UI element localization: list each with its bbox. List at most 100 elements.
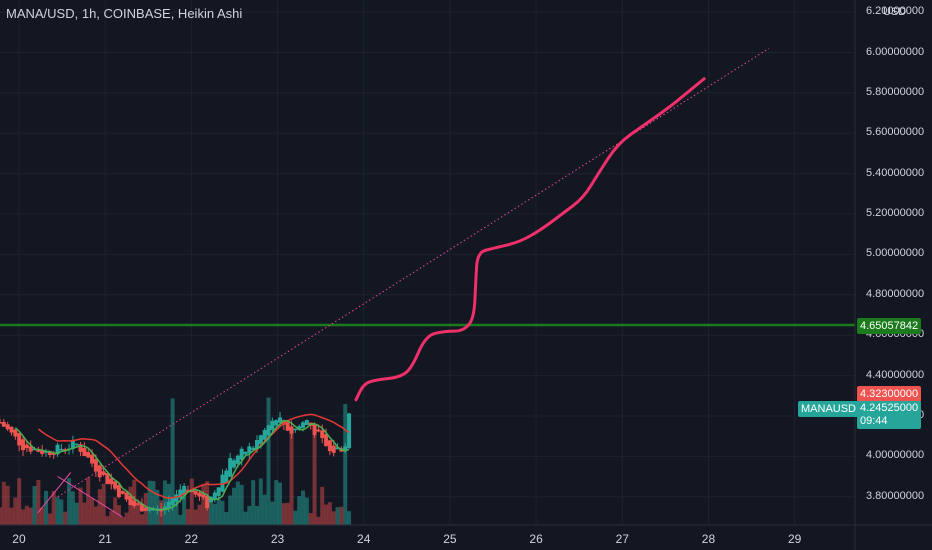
candle-body — [347, 413, 352, 449]
candle-body — [327, 440, 332, 452]
volume-bar — [93, 506, 98, 525]
volume-bar — [201, 483, 206, 525]
candle-body — [143, 507, 148, 512]
volume-bar — [0, 507, 2, 525]
candle-body — [174, 494, 179, 502]
chart-title: MANA/USD, 1h, COINBASE, Heikin Ashi — [6, 6, 243, 21]
volume-bar — [251, 480, 256, 525]
volume-bar — [343, 404, 348, 525]
candle-body — [251, 447, 256, 450]
volume-bar — [293, 510, 298, 525]
candle-body — [109, 478, 114, 485]
candle-body — [78, 444, 83, 452]
candle-body — [220, 474, 225, 492]
volume-bar — [147, 480, 152, 525]
x-tick-label: 22 — [184, 532, 199, 546]
candle-body — [120, 491, 125, 494]
candle-body — [266, 425, 271, 435]
x-tick-label: 25 — [443, 532, 457, 546]
candle-body — [40, 450, 45, 454]
volume-bar — [101, 483, 106, 525]
candle-body — [262, 430, 267, 440]
candle-body — [101, 471, 106, 475]
x-tick-label: 20 — [12, 532, 26, 546]
volume-bar — [304, 497, 309, 525]
candle-body — [59, 448, 64, 451]
volume-bar — [197, 504, 202, 525]
candle-body — [166, 501, 171, 509]
y-tick-label: 5.00000000 — [866, 247, 925, 260]
volume-bar — [120, 516, 125, 525]
candle-body — [304, 420, 309, 426]
x-tick-label: 28 — [701, 532, 716, 546]
volume-bar — [324, 504, 329, 525]
volume-bar — [97, 489, 102, 525]
candle-body — [105, 473, 110, 484]
volume-bar — [339, 506, 344, 525]
currency-label[interactable]: USD — [880, 5, 910, 19]
candle-body — [270, 420, 275, 431]
volume-bar — [5, 485, 10, 525]
candle-body — [278, 417, 283, 423]
candle-body — [151, 509, 156, 511]
candle-body — [197, 492, 202, 497]
volume-bar — [331, 511, 336, 525]
volume-bar — [216, 498, 221, 525]
volume-bar — [47, 513, 52, 525]
candle-body — [97, 465, 102, 478]
candle-body — [189, 490, 194, 493]
volume-bar — [320, 486, 325, 525]
candle-body — [132, 500, 137, 507]
volume-bar — [55, 497, 60, 525]
volume-bar — [24, 505, 29, 525]
volume-bar — [224, 511, 229, 525]
y-tick-label: 5.60000000 — [866, 126, 925, 139]
candle-body — [147, 509, 152, 511]
volume-bar — [258, 478, 263, 525]
volume-bar — [312, 430, 317, 525]
moving-average-line — [37, 413, 350, 499]
drawings[interactable] — [0, 48, 855, 518]
candle-body — [243, 451, 248, 455]
volume-bar — [90, 498, 95, 525]
candle-body — [170, 498, 175, 505]
candle-body — [74, 443, 79, 446]
candle-body — [124, 492, 129, 500]
volume-bar — [36, 479, 41, 525]
y-tick-label: 4.80000000 — [866, 287, 925, 300]
volume-bar — [255, 505, 260, 525]
candle-body — [235, 455, 240, 464]
volume-bar — [208, 497, 213, 525]
candle-body — [293, 428, 298, 431]
candle-body — [224, 470, 229, 484]
volume-bar — [189, 478, 194, 525]
y-tick-label: 5.80000000 — [866, 85, 925, 98]
candle-body — [139, 503, 144, 512]
candle-body — [9, 426, 14, 433]
candle-body — [128, 495, 133, 506]
projection-brush-path[interactable] — [354, 77, 706, 402]
candle-body — [90, 454, 95, 464]
candle-body — [47, 451, 52, 455]
candle-body — [335, 447, 340, 450]
volume-bar — [109, 511, 114, 525]
candle-body — [289, 426, 294, 434]
candle-body — [258, 435, 263, 445]
volume-bar — [74, 502, 79, 525]
y-tick-label: 6.00000000 — [866, 45, 925, 58]
candle-body — [1, 422, 6, 427]
trend-line[interactable] — [57, 48, 770, 498]
trend-line-base[interactable] — [57, 476, 123, 518]
candle-body — [239, 448, 244, 460]
volume-bar — [21, 509, 26, 525]
x-tick-label: 21 — [98, 532, 112, 546]
y-tick-label: 5.20000000 — [866, 207, 925, 220]
candle-body — [281, 420, 286, 425]
trend-line-base[interactable] — [37, 472, 72, 514]
volume-bar — [178, 514, 183, 525]
y-tick-label: 6.20000000 — [866, 5, 925, 18]
x-tick-label: 24 — [357, 532, 371, 546]
volume-bar — [82, 502, 87, 525]
